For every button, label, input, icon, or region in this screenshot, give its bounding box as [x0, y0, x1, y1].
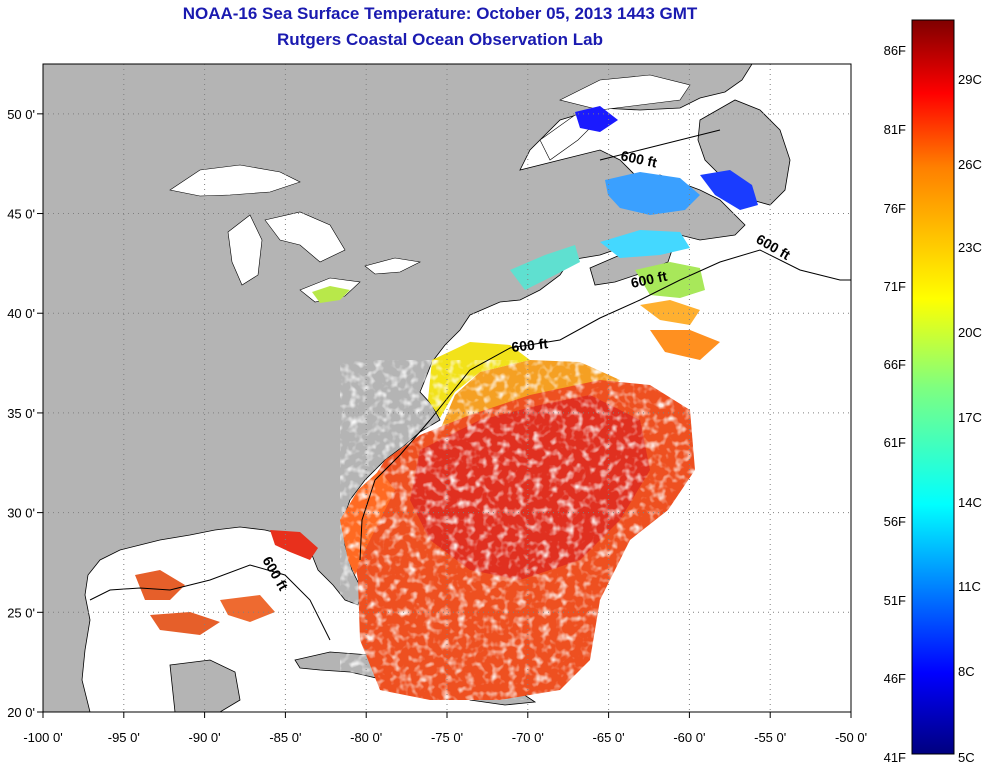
lon-tick-label: -60 0'	[673, 730, 705, 745]
colorbar-c-label: 14C	[958, 495, 982, 510]
colorbar-c-label: 26C	[958, 157, 982, 172]
isobath-600ft	[89, 129, 851, 641]
colorbar: 86F 81F 76F 71F 66F 61F 56F 51F 46F 41F 29C 26C 23C…	[884, 19, 982, 765]
colorbar-gradient	[911, 19, 955, 755]
colorbar-f-label: 76F	[884, 201, 906, 216]
contour-label: 600 ft	[629, 268, 668, 291]
colorbar-f-label: 46F	[884, 671, 906, 686]
latitude-ticks: 50 0' 45 0' 40 0' 35 0' 30 0' 25 0' 20 0'	[7, 107, 43, 720]
colorbar-c-label: 8C	[958, 664, 975, 679]
cloud-mask	[340, 360, 710, 700]
colorbar-c-label: 20C	[958, 325, 982, 340]
lat-tick-label: 50 0'	[7, 107, 35, 122]
colorbar-f-label: 51F	[884, 593, 906, 608]
colorbar-c-label: 23C	[958, 240, 982, 255]
map-frame	[42, 63, 852, 713]
colorbar-c-label: 11C	[958, 579, 981, 594]
colorbar-f-label: 41F	[884, 750, 906, 765]
colorbar-f-label: 56F	[884, 514, 906, 529]
colorbar-c-label: 17C	[958, 410, 982, 425]
lon-tick-label: -100 0'	[23, 730, 62, 745]
lon-tick-label: -50 0'	[835, 730, 867, 745]
contour-label: 600 ft	[619, 147, 658, 170]
map-title: NOAA-16 Sea Surface Temperature: October…	[182, 4, 698, 23]
lon-tick-label: -70 0'	[512, 730, 544, 745]
great-lakes	[169, 74, 691, 303]
lon-tick-label: -75 0'	[431, 730, 463, 745]
lat-tick-label: 20 0'	[7, 705, 35, 720]
longitude-ticks: -100 0' -95 0' -90 0' -85 0' -80 0' -75 0' -70…	[23, 712, 867, 745]
colorbar-f-label: 86F	[884, 43, 906, 58]
lon-tick-label: -95 0'	[108, 730, 140, 745]
lon-tick-label: -80 0'	[350, 730, 382, 745]
contour-label: 600 ft	[511, 335, 549, 355]
lon-tick-label: -55 0'	[754, 730, 786, 745]
lat-tick-label: 25 0'	[7, 605, 35, 620]
lon-tick-label: -65 0'	[593, 730, 625, 745]
colorbar-c-label: 5C	[958, 750, 975, 765]
colorbar-f-label: 66F	[884, 357, 906, 372]
colorbar-c-label: 29C	[958, 72, 982, 87]
lon-tick-label: -85 0'	[269, 730, 301, 745]
lon-tick-label: -90 0'	[189, 730, 221, 745]
colorbar-f-label: 61F	[884, 435, 906, 450]
lat-tick-label: 40 0'	[7, 306, 35, 321]
lat-tick-label: 35 0'	[7, 406, 35, 421]
map-subtitle: Rutgers Coastal Ocean Observation Lab	[277, 30, 603, 49]
lat-tick-label: 30 0'	[7, 506, 35, 521]
colorbar-celsius-labels: 29C 26C 23C 20C 17C 14C 11C 8C 5C	[958, 72, 982, 765]
lat-tick-label: 45 0'	[7, 207, 35, 222]
land-yucatan	[169, 659, 241, 712]
colorbar-f-label: 71F	[884, 279, 906, 294]
colorbar-fahrenheit-labels: 86F 81F 76F 71F 66F 61F 56F 51F 46F 41F	[884, 43, 906, 765]
colorbar-f-label: 81F	[884, 122, 906, 137]
